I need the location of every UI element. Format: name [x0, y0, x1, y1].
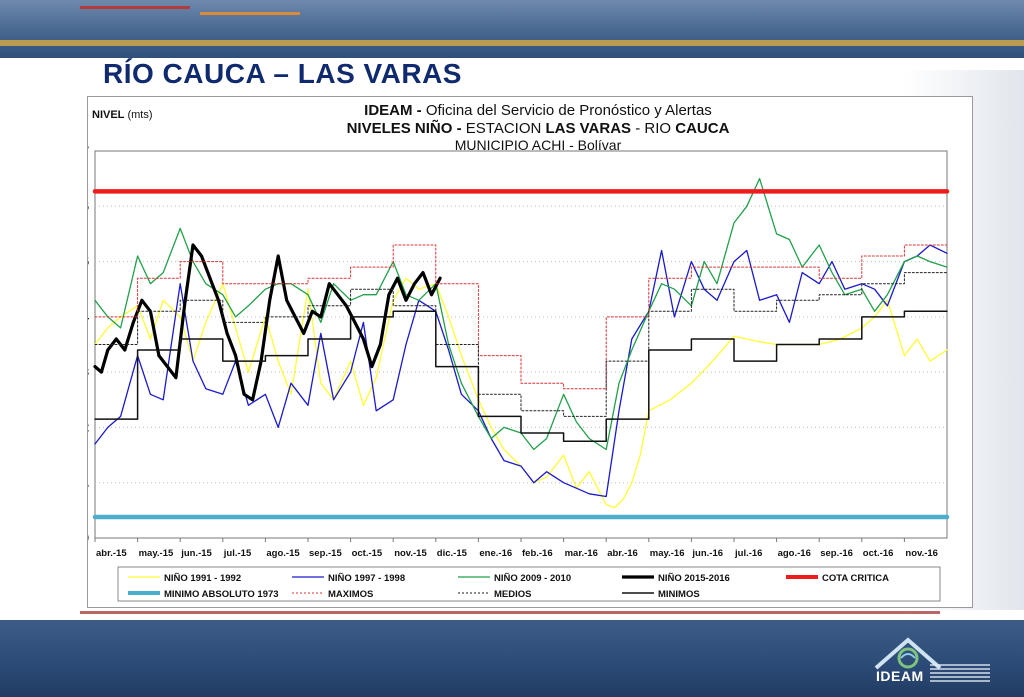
series-line-8: [94, 310, 948, 443]
legend-label-7: MEDIOS: [494, 589, 531, 600]
y-tick-label: 3: [88, 365, 89, 379]
footer-band: [0, 620, 1024, 697]
y-tick-label: 7: [88, 144, 89, 158]
x-tick-label: may.-16: [650, 548, 685, 559]
chart-title-segment: - RIO: [631, 120, 675, 137]
header-accent-red: [80, 6, 190, 9]
logo-subtitle-lines: [930, 664, 990, 682]
x-tick-label: sep.-16: [820, 548, 853, 559]
chart-title-line-3: MUNICIPIO ACHI - Bolívar: [455, 137, 622, 153]
legend-label-6: MAXIMOS: [328, 589, 373, 600]
legend-label-1: NIÑO 1997 - 1998: [328, 573, 405, 584]
chart-title-segment: IDEAM -: [364, 102, 426, 119]
chart-title-segment: LAS VARAS: [546, 120, 632, 137]
x-tick-label: ago.-15: [266, 548, 300, 559]
x-tick-label: jul.-16: [734, 548, 762, 559]
series-line-6: [94, 244, 948, 390]
legend-label-4: COTA CRITICA: [822, 573, 889, 584]
x-tick-label: oct.-16: [863, 548, 894, 559]
logo-wordmark: IDEAM: [876, 668, 924, 684]
logo-roof-icon: [874, 637, 942, 670]
header-stripe: [0, 40, 1024, 46]
x-tick-label: jun.-15: [180, 548, 212, 559]
chart-title-segment: ESTACION: [466, 120, 546, 137]
x-tick-label: mar.-16: [565, 548, 598, 559]
legend-label-3: NIÑO 2015-2016: [658, 573, 730, 584]
legend-label-2: NIÑO 2009 - 2010: [494, 573, 571, 584]
chart-title-segment: MUNICIPIO ACHI - Bolívar: [455, 137, 622, 153]
x-tick-label: may.-15: [139, 548, 174, 559]
header-accent-orange: [200, 12, 300, 15]
x-tick-label: abr.-16: [607, 548, 638, 559]
x-tick-label: jul.-15: [223, 548, 252, 559]
chart-title-line-1: IDEAM - Oficina del Servicio de Pronósti…: [364, 102, 712, 119]
slide-title: RÍO CAUCA – LAS VARAS: [103, 58, 462, 89]
level-chart: IDEAM - Oficina del Servicio de Pronósti…: [82, 102, 950, 602]
y-tick-label: 1: [88, 476, 89, 490]
x-tick-label: abr.-15: [96, 548, 127, 559]
y-tick-label: 4: [88, 310, 89, 324]
x-tick-label: jun.-16: [691, 548, 723, 559]
y-tick-label: 0: [88, 531, 89, 545]
y-tick-label: 6: [88, 199, 89, 213]
legend-box: [117, 566, 941, 602]
chart-title-line-2: NIVELES NIÑO - ESTACION LAS VARAS - RIO …: [347, 119, 730, 137]
legend-label-0: NIÑO 1991 - 1992: [164, 573, 241, 584]
x-tick-label: dic.-15: [437, 548, 468, 559]
x-tick-label: oct.-15: [352, 548, 383, 559]
logo-swirl-icon: [897, 647, 919, 669]
series-line-7: [94, 272, 948, 417]
y-tick-label: 2: [88, 420, 89, 434]
x-tick-label: ene.-16: [479, 548, 512, 559]
y-tick-label: 5: [88, 255, 89, 269]
header-band: [0, 0, 1024, 58]
y-axis-label-text: NIVEL: [92, 109, 125, 121]
y-axis-label-unit: (mts): [124, 109, 152, 121]
y-axis-label: NIVEL (mts): [92, 109, 153, 121]
x-tick-label: nov.-15: [394, 548, 427, 559]
x-tick-label: sep.-15: [309, 548, 342, 559]
legend-label-5: MINIMO ABSOLUTO 1973: [164, 589, 279, 600]
series-line-3: [93, 243, 442, 402]
x-tick-label: feb.-16: [522, 548, 553, 559]
footer-rule: [80, 611, 940, 614]
chart-title-segment: CAUCA: [675, 120, 729, 137]
chart-title-segment: Oficina del Servicio de Pronóstico y Ale…: [426, 102, 712, 119]
legend-label-8: MINIMOS: [658, 589, 700, 600]
x-tick-label: ago.-16: [778, 548, 811, 559]
x-tick-label: nov.-16: [905, 548, 938, 559]
chart-container: IDEAM - Oficina del Servicio de Pronósti…: [82, 96, 973, 608]
chart-title-segment: NIVELES NIÑO -: [347, 119, 466, 137]
ideam-logo: [874, 637, 942, 670]
